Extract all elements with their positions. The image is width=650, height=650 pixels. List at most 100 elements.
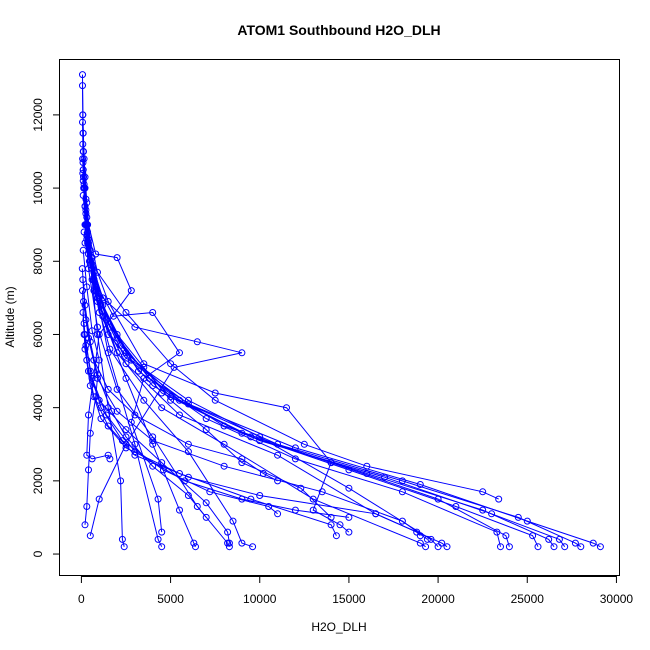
data-point xyxy=(274,451,282,459)
data-point xyxy=(249,543,257,551)
data-point xyxy=(167,360,175,368)
profile-line xyxy=(82,114,196,547)
data-point xyxy=(79,169,87,177)
data-point xyxy=(345,484,353,492)
x-tick-label: 25000 xyxy=(511,592,545,606)
data-point xyxy=(190,539,198,547)
data-point xyxy=(502,532,510,540)
profile-line xyxy=(82,173,539,547)
data-point xyxy=(443,543,451,551)
profile-line xyxy=(83,323,421,537)
data-point xyxy=(94,374,101,382)
x-tick-label: 15000 xyxy=(332,592,366,606)
data-point xyxy=(422,543,430,551)
data-point xyxy=(300,440,308,448)
x-tick-label: 10000 xyxy=(243,592,277,606)
data-point xyxy=(220,440,228,448)
data-point xyxy=(297,484,305,492)
data-point xyxy=(193,338,201,346)
data-point xyxy=(83,503,91,510)
data-point xyxy=(345,513,353,521)
data-point xyxy=(79,191,87,199)
y-axis-label: Altitude (m) xyxy=(3,286,17,347)
data-point xyxy=(106,345,114,353)
data-point xyxy=(88,374,96,382)
data-point xyxy=(452,503,460,510)
data-point xyxy=(274,440,282,448)
data-point xyxy=(79,148,87,155)
data-point xyxy=(95,356,103,364)
data-point xyxy=(79,177,87,185)
profile-line xyxy=(82,85,163,547)
data-point xyxy=(81,202,89,210)
profile-line xyxy=(83,188,601,548)
data-point xyxy=(86,532,94,540)
data-point xyxy=(202,415,210,423)
data-point xyxy=(113,254,121,262)
data-point xyxy=(372,510,380,518)
data-point xyxy=(86,382,94,390)
data-point xyxy=(291,455,299,463)
data-point xyxy=(184,492,192,499)
profile-line xyxy=(86,224,499,500)
data-point xyxy=(589,539,597,547)
data-point xyxy=(416,539,424,547)
data-point xyxy=(238,459,246,467)
data-point xyxy=(238,495,246,503)
data-point xyxy=(398,477,406,485)
data-point xyxy=(131,451,139,459)
data-point xyxy=(181,477,189,485)
data-point xyxy=(149,309,157,316)
data-point xyxy=(184,400,192,408)
data-point xyxy=(80,228,88,236)
data-point xyxy=(149,462,157,470)
profile-line xyxy=(82,151,439,548)
data-point xyxy=(113,385,121,393)
data-point xyxy=(363,462,371,470)
data-point xyxy=(79,111,87,119)
data-point xyxy=(497,543,504,551)
data-point xyxy=(550,543,558,551)
data-point xyxy=(318,488,326,496)
data-point xyxy=(398,517,406,525)
data-point xyxy=(202,426,210,434)
chart-title: ATOM1 Southbound H2O_DLH xyxy=(237,22,440,38)
profile-line xyxy=(82,250,100,525)
profile-line xyxy=(85,345,349,518)
x-tick-label: 5000 xyxy=(157,592,184,606)
data-point xyxy=(79,309,87,316)
data-point xyxy=(120,543,128,551)
profile-line xyxy=(85,213,132,460)
data-point xyxy=(79,246,87,254)
data-point xyxy=(238,349,246,357)
data-point xyxy=(534,543,542,551)
data-point xyxy=(416,532,424,540)
data-point xyxy=(291,444,299,452)
data-point xyxy=(140,396,148,404)
data-point xyxy=(104,422,112,430)
data-point xyxy=(80,173,87,181)
data-point xyxy=(423,535,431,543)
data-point xyxy=(438,539,446,547)
data-point xyxy=(81,345,89,353)
data-point xyxy=(149,440,157,448)
data-point xyxy=(102,411,110,419)
profile-line xyxy=(83,231,332,518)
profile-line xyxy=(81,268,207,518)
profile-line xyxy=(82,133,253,548)
data-point xyxy=(83,221,91,229)
data-point xyxy=(122,426,130,434)
data-point xyxy=(83,356,91,364)
data-point xyxy=(95,495,103,503)
data-point xyxy=(327,513,335,521)
y-tick-label: 8000 xyxy=(31,248,45,275)
x-axis: 0 5000 10000 15000 20000 25000 30000 xyxy=(78,576,633,606)
data-point xyxy=(225,543,233,551)
data-point xyxy=(336,521,344,529)
data-point xyxy=(127,287,135,295)
data-point xyxy=(135,367,142,375)
data-point xyxy=(561,543,569,551)
data-point xyxy=(158,528,166,536)
data-point xyxy=(184,448,192,456)
